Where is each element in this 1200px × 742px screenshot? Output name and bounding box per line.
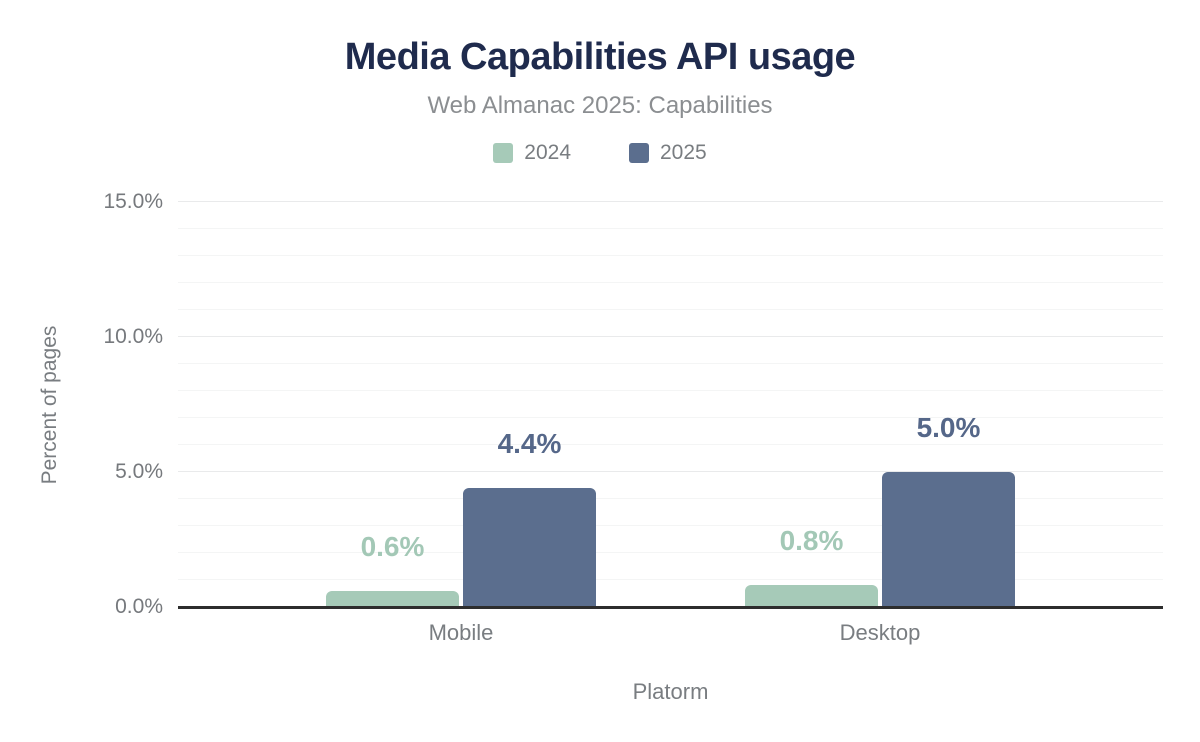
gridline xyxy=(178,390,1163,391)
legend-label: 2024 xyxy=(524,141,571,164)
legend: 2024 2025 xyxy=(0,141,1200,165)
chart-title: Media Capabilities API usage xyxy=(344,36,856,78)
bar-value-label-2024-mobile: 0.6% xyxy=(360,530,425,562)
y-tick-label: 15.0% xyxy=(103,190,163,213)
x-axis-title: Platorm xyxy=(632,679,709,704)
legend-swatch-icon xyxy=(493,143,514,163)
gridline xyxy=(178,444,1163,445)
legend-item-2024: 2024 xyxy=(493,141,571,165)
bar-2024-desktop xyxy=(745,585,878,607)
legend-swatch-icon xyxy=(629,143,649,163)
gridline xyxy=(178,228,1163,229)
bar-value-label-2025-mobile: 4.4% xyxy=(497,428,562,460)
gridline xyxy=(178,309,1163,310)
x-category-label-desktop: Desktop xyxy=(839,620,921,645)
gridline xyxy=(178,552,1163,553)
bar-2025-mobile xyxy=(463,488,596,607)
bar-value-label-2024-desktop: 0.8% xyxy=(779,525,844,557)
bar-2024-mobile xyxy=(326,590,459,607)
y-tick-label: 10.0% xyxy=(103,325,163,348)
gridline xyxy=(178,336,1163,337)
plot-area: 0.6% 4.4% 0.8% 5.0% xyxy=(178,201,1163,607)
gridline xyxy=(178,363,1163,364)
gridline xyxy=(178,282,1163,283)
chart-subtitle: Web Almanac 2025: Capabilities xyxy=(427,92,773,119)
gridline xyxy=(178,417,1163,418)
gridline xyxy=(178,579,1163,580)
y-tick-label: 0.0% xyxy=(115,595,163,618)
gridline xyxy=(178,498,1163,499)
gridline xyxy=(178,471,1163,472)
gridline xyxy=(178,201,1163,202)
x-axis-baseline xyxy=(178,606,1163,609)
gridline xyxy=(178,525,1163,526)
x-category-label-mobile: Mobile xyxy=(428,620,494,645)
y-tick-label: 5.0% xyxy=(115,460,163,483)
bar-2025-desktop xyxy=(882,472,1015,607)
legend-label: 2025 xyxy=(660,141,707,164)
gridline xyxy=(178,255,1163,256)
legend-item-2025: 2025 xyxy=(629,141,707,165)
bar-value-label-2025-desktop: 5.0% xyxy=(916,412,981,443)
